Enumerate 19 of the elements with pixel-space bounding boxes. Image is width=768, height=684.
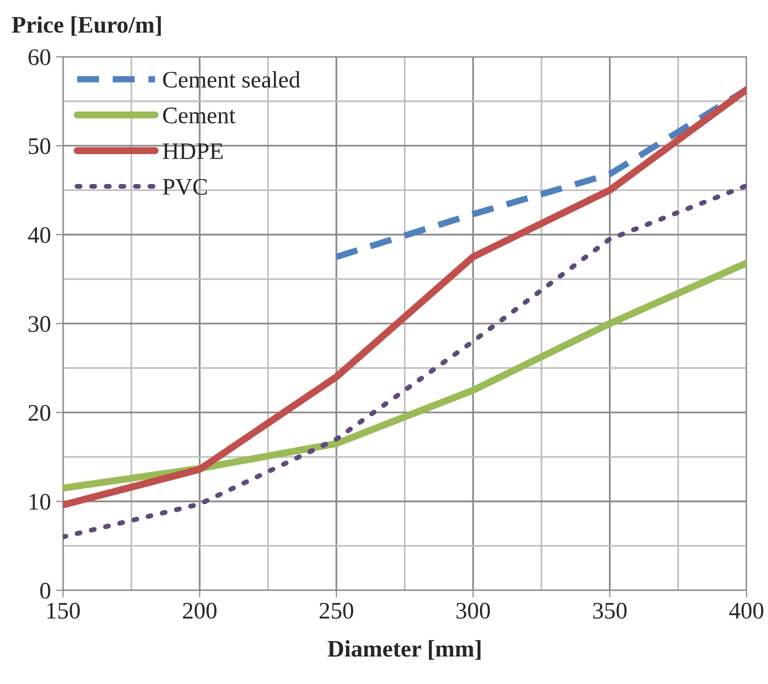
y-tick-label: 30 xyxy=(28,316,50,332)
y-axis-title: Price [Euro/m] xyxy=(12,16,161,36)
x-tick-label: 250 xyxy=(320,602,354,619)
legend-label: HDPE xyxy=(162,143,223,159)
x-tick-label: 350 xyxy=(593,602,627,619)
y-tick-label: 60 xyxy=(28,49,50,66)
x-axis-title: Diameter [mm] xyxy=(328,640,480,660)
x-tick-label: 150 xyxy=(47,602,80,619)
x-tick-label: 200 xyxy=(183,602,216,619)
legend-label: Cement sealed xyxy=(163,71,300,88)
legend-label: Cement xyxy=(163,108,236,124)
y-tick-label: 20 xyxy=(28,404,50,421)
y-tick-label: 0 xyxy=(40,582,50,599)
y-tick-label: 40 xyxy=(28,227,50,244)
y-tick-label: 10 xyxy=(30,494,50,510)
x-tick-label: 300 xyxy=(456,602,490,619)
y-tick-label: 50 xyxy=(28,138,50,154)
legend-label: PVC xyxy=(162,179,207,195)
x-tick-label: 400 xyxy=(729,602,764,619)
